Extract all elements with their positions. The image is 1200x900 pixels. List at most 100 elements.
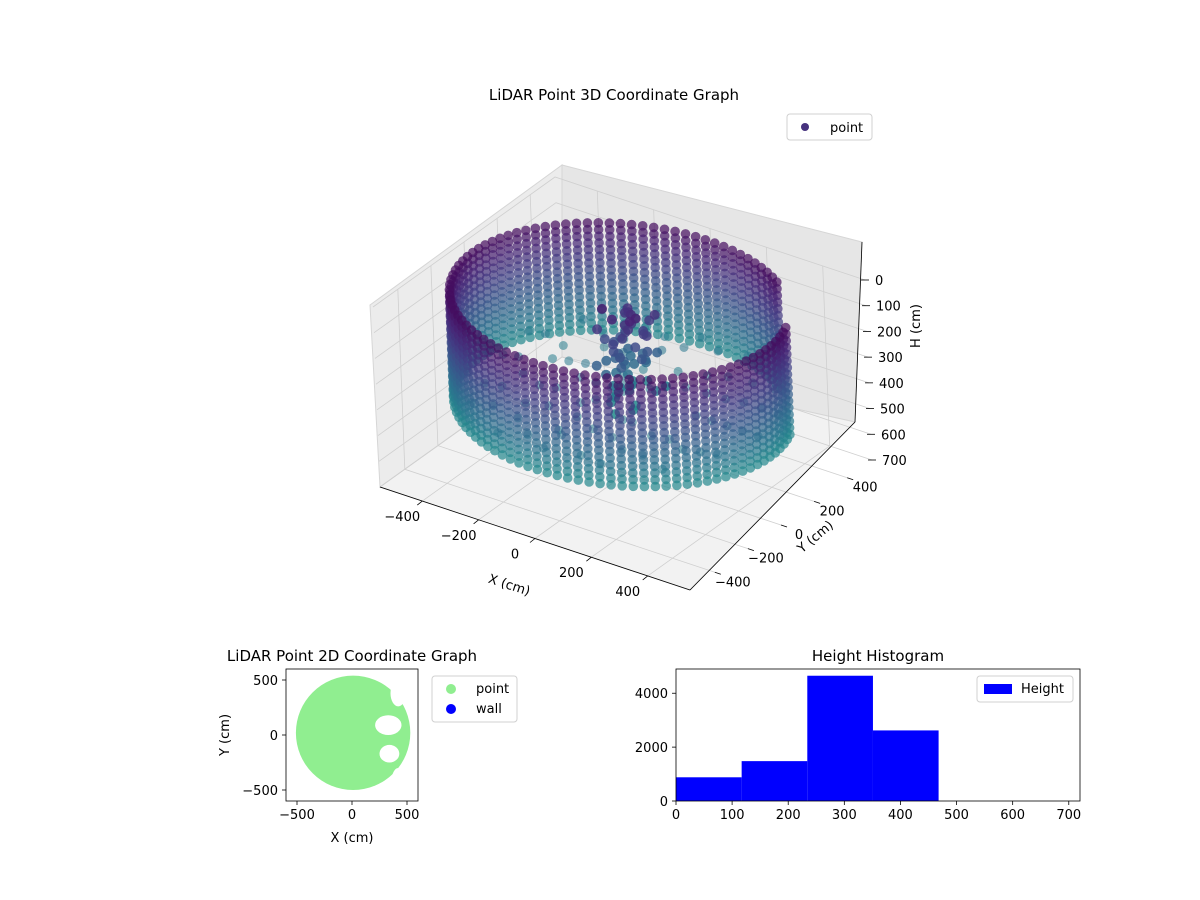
point-marker-3d: [490, 316, 501, 327]
point-marker-3d: [591, 378, 601, 389]
point-marker-3d: [707, 367, 718, 377]
point-marker-3d: [504, 420, 514, 431]
point-marker-3d: [642, 346, 653, 357]
point-marker-3d: [522, 252, 532, 262]
point-marker-3d: [541, 454, 552, 465]
point-marker-3d: [592, 324, 603, 335]
point-marker-3d: [591, 360, 602, 371]
point-marker-3d: [712, 474, 722, 484]
point-marker-3d: [542, 467, 552, 478]
point-marker-3d: [682, 282, 693, 293]
point-marker-3d: [772, 290, 783, 301]
point-marker-3d: [562, 453, 572, 463]
point-marker-3d: [573, 462, 583, 472]
y-tick-label-histogram: 4000: [635, 687, 668, 702]
x-tick-label-histogram: 100: [720, 808, 745, 823]
point-marker-3d: [641, 331, 652, 341]
empty-notch: [379, 744, 400, 763]
point-marker-3d: [498, 327, 509, 337]
z-tick-label: 400: [879, 377, 904, 392]
x-tick: [586, 556, 592, 562]
point-marker-3d: [615, 440, 626, 451]
point-marker-3d: [604, 419, 614, 430]
empty-notch: [375, 715, 402, 735]
point-marker-3d: [721, 471, 731, 482]
x-tick-label-2d: 0: [348, 808, 356, 823]
point-marker-3d: [728, 265, 738, 276]
point-marker-3d: [713, 331, 724, 342]
point-marker-3d: [496, 410, 506, 420]
point-marker-3d: [704, 341, 715, 352]
point-marker-3d: [507, 337, 518, 348]
point-marker-3d: [582, 218, 593, 228]
point-marker-3d: [709, 400, 719, 411]
x-tick-label: −400: [384, 510, 420, 525]
y-tick: [714, 571, 721, 575]
point-marker-3d: [669, 420, 680, 430]
point-marker-3d: [630, 300, 640, 310]
point-marker-3d: [552, 470, 563, 481]
point-marker-3d: [599, 334, 610, 345]
point-marker-3d: [583, 450, 593, 461]
point-marker-3d: [713, 346, 723, 356]
point-marker-3d: [684, 336, 695, 346]
point-marker-3d: [671, 453, 681, 464]
point-marker-3d: [581, 397, 591, 407]
point-marker-3d: [737, 309, 748, 320]
point-marker-3d: [742, 382, 753, 393]
y-tick: [780, 524, 788, 528]
point-marker-3d: [597, 311, 607, 322]
point-marker-3d: [743, 416, 754, 426]
point-marker-3d: [672, 480, 682, 491]
point-marker-3d: [583, 251, 594, 262]
histogram-bar: [676, 777, 742, 801]
point-marker-3d: [673, 300, 683, 310]
point-marker-3d: [559, 372, 569, 383]
point-marker-3d: [720, 445, 730, 455]
point-marker-3d: [507, 330, 517, 341]
point-marker-3d: [735, 392, 745, 403]
point-marker-3d: [720, 465, 731, 475]
point-marker-3d: [727, 245, 738, 256]
point-marker-3d: [559, 386, 570, 396]
x-tick-label-histogram: 600: [1000, 808, 1025, 823]
point-marker-3d: [692, 464, 702, 475]
point-marker-3d: [560, 419, 571, 430]
point-marker-3d: [721, 302, 731, 312]
point-marker-3d: [689, 384, 699, 395]
point-marker-3d: [690, 431, 701, 441]
point-marker-3d: [659, 427, 669, 438]
point-marker-3d: [512, 404, 522, 415]
point-marker-3d: [519, 367, 530, 378]
point-marker-3d: [627, 233, 637, 243]
point-marker-3d: [594, 231, 604, 241]
x-tick-label-histogram: 300: [832, 808, 857, 823]
y-tick-label-2d: −500: [242, 784, 278, 799]
point-marker-3d: [637, 421, 647, 432]
point-marker-3d: [574, 278, 584, 289]
point-marker-3d: [575, 325, 586, 336]
point-marker-3d: [488, 270, 499, 280]
y-tick-label: 400: [853, 481, 878, 496]
x-tick-label: −200: [441, 529, 477, 544]
point-marker-3d: [531, 424, 541, 435]
legend-histogram-swatch: [984, 684, 1012, 694]
grid-line-z: [372, 176, 866, 308]
y-tick-label: −200: [748, 552, 784, 567]
point-marker-3d: [541, 255, 552, 265]
point-marker-3d: [514, 451, 524, 461]
point-marker-3d: [501, 353, 512, 364]
point-marker-3d: [719, 248, 729, 259]
x-tick-label-histogram: 200: [776, 808, 801, 823]
y-tick: [747, 548, 755, 552]
point-marker-3d: [615, 352, 625, 363]
point-marker-3d: [562, 266, 573, 276]
point-marker-3d: [738, 329, 749, 340]
point-marker-3d: [571, 428, 582, 439]
point-marker-3d: [639, 261, 650, 271]
point-marker-3d: [717, 364, 727, 375]
point-marker-3d: [627, 246, 638, 257]
point-marker-3d: [520, 388, 530, 398]
point-marker-3d: [711, 285, 722, 295]
